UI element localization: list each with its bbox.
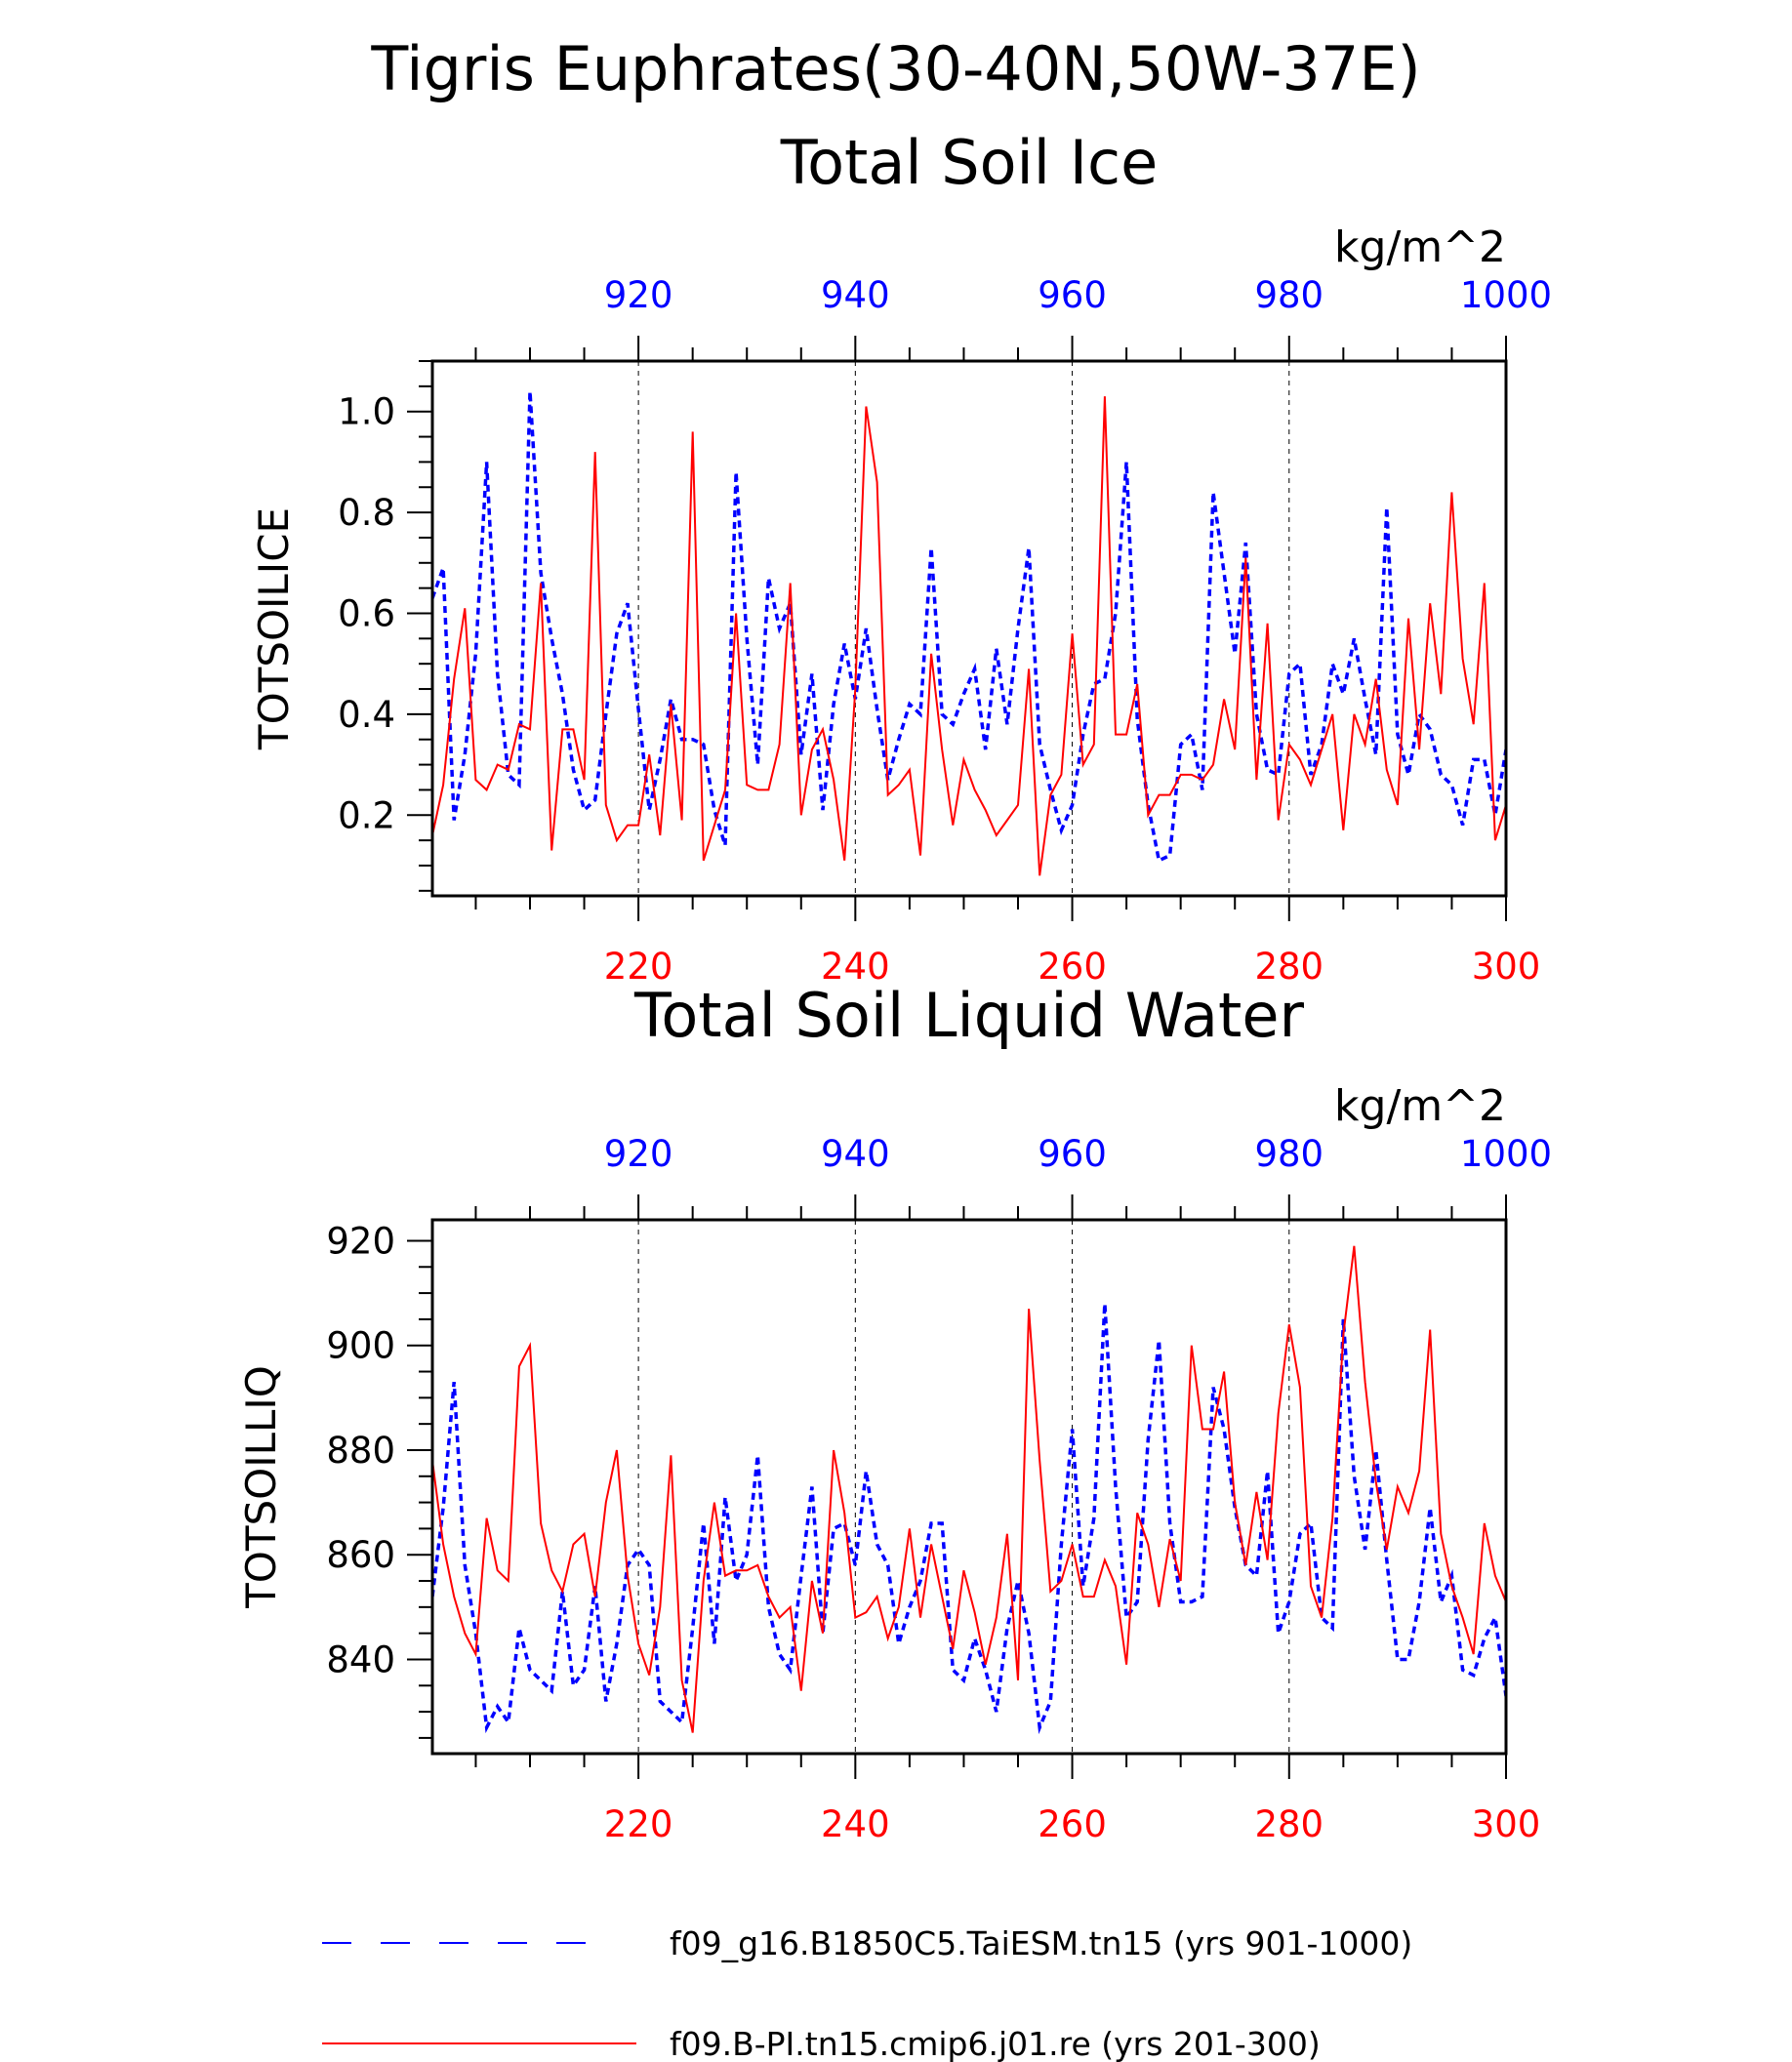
x-bottom-tick-label: 300 [1472, 946, 1541, 988]
y-tick-label: 0.6 [338, 592, 395, 634]
y-tick-label: 900 [326, 1325, 395, 1367]
x-bottom-tick-label: 260 [1038, 946, 1107, 988]
panel-title: Total Soil Liquid Water [633, 980, 1304, 1051]
x-bottom-tick-label: 300 [1472, 1803, 1541, 1845]
y-axis-label: TOTSOILICE [250, 507, 298, 750]
y-tick-label: 860 [326, 1534, 395, 1576]
x-bottom-tick-label: 240 [821, 1803, 890, 1845]
y-tick-label: 880 [326, 1430, 395, 1472]
x-top-tick-label: 980 [1254, 274, 1324, 316]
x-bottom-tick-label: 280 [1254, 946, 1324, 988]
y-tick-label: 0.2 [338, 794, 395, 836]
units-label: kg/m^2 [1334, 222, 1506, 272]
panel-soil-liquid-water: Total Soil Liquid Water kg/m^2 TOTSOILLIQ 2… [237, 980, 1552, 1845]
legend-label-model-a: f09_g16.B1850C5.TaiESM.tn15 (yrs 901-100… [670, 1924, 1412, 1962]
series-line-model-a [432, 1303, 1506, 1735]
y-tick-label: 920 [326, 1220, 395, 1262]
series-line-model-b [432, 396, 1506, 876]
x-top-tick-label: 1000 [1460, 1133, 1552, 1175]
x-top-tick-label: 960 [1038, 1133, 1107, 1175]
legend: f09_g16.B1850C5.TaiESM.tn15 (yrs 901-100… [322, 1924, 1412, 2062]
y-tick-label: 840 [326, 1638, 395, 1680]
x-top-tick-label: 960 [1038, 274, 1107, 316]
y-tick-label: 0.8 [338, 492, 395, 534]
x-top-tick-label: 920 [604, 1133, 673, 1175]
y-tick-label: 1.0 [338, 391, 395, 433]
x-bottom-tick-label: 240 [821, 946, 890, 988]
panel-soil-ice: Total Soil Ice kg/m^2 TOTSOILICE 220 240 260 2… [250, 127, 1552, 988]
x-top-tick-label: 940 [821, 274, 890, 316]
x-top-tick-label: 940 [821, 1133, 890, 1175]
x-top-tick-label: 1000 [1460, 274, 1552, 316]
y-axis-label: TOTSOILLIQ [237, 1365, 285, 1609]
x-bottom-tick-label: 220 [604, 1803, 673, 1845]
plot-frame [430, 359, 1508, 898]
series-line-model-b [432, 1245, 1506, 1733]
x-bottom-tick-label: 280 [1254, 1803, 1324, 1845]
series-line-model-a [432, 390, 1506, 864]
x-bottom-tick-label: 220 [604, 946, 673, 988]
plot-frame [430, 1218, 1508, 1756]
x-top-tick-label: 980 [1254, 1133, 1324, 1175]
figure-title: Tigris Euphrates(30-40N,50W-37E) [370, 33, 1420, 104]
x-bottom-tick-label: 260 [1038, 1803, 1107, 1845]
y-tick-label: 0.4 [338, 694, 395, 736]
legend-label-model-b: f09.B-PI.tn15.cmip6.j01.re (yrs 201-300) [670, 2025, 1321, 2062]
x-top-tick-label: 920 [604, 274, 673, 316]
units-label: kg/m^2 [1334, 1081, 1506, 1131]
panel-title: Total Soil Ice [780, 127, 1158, 198]
